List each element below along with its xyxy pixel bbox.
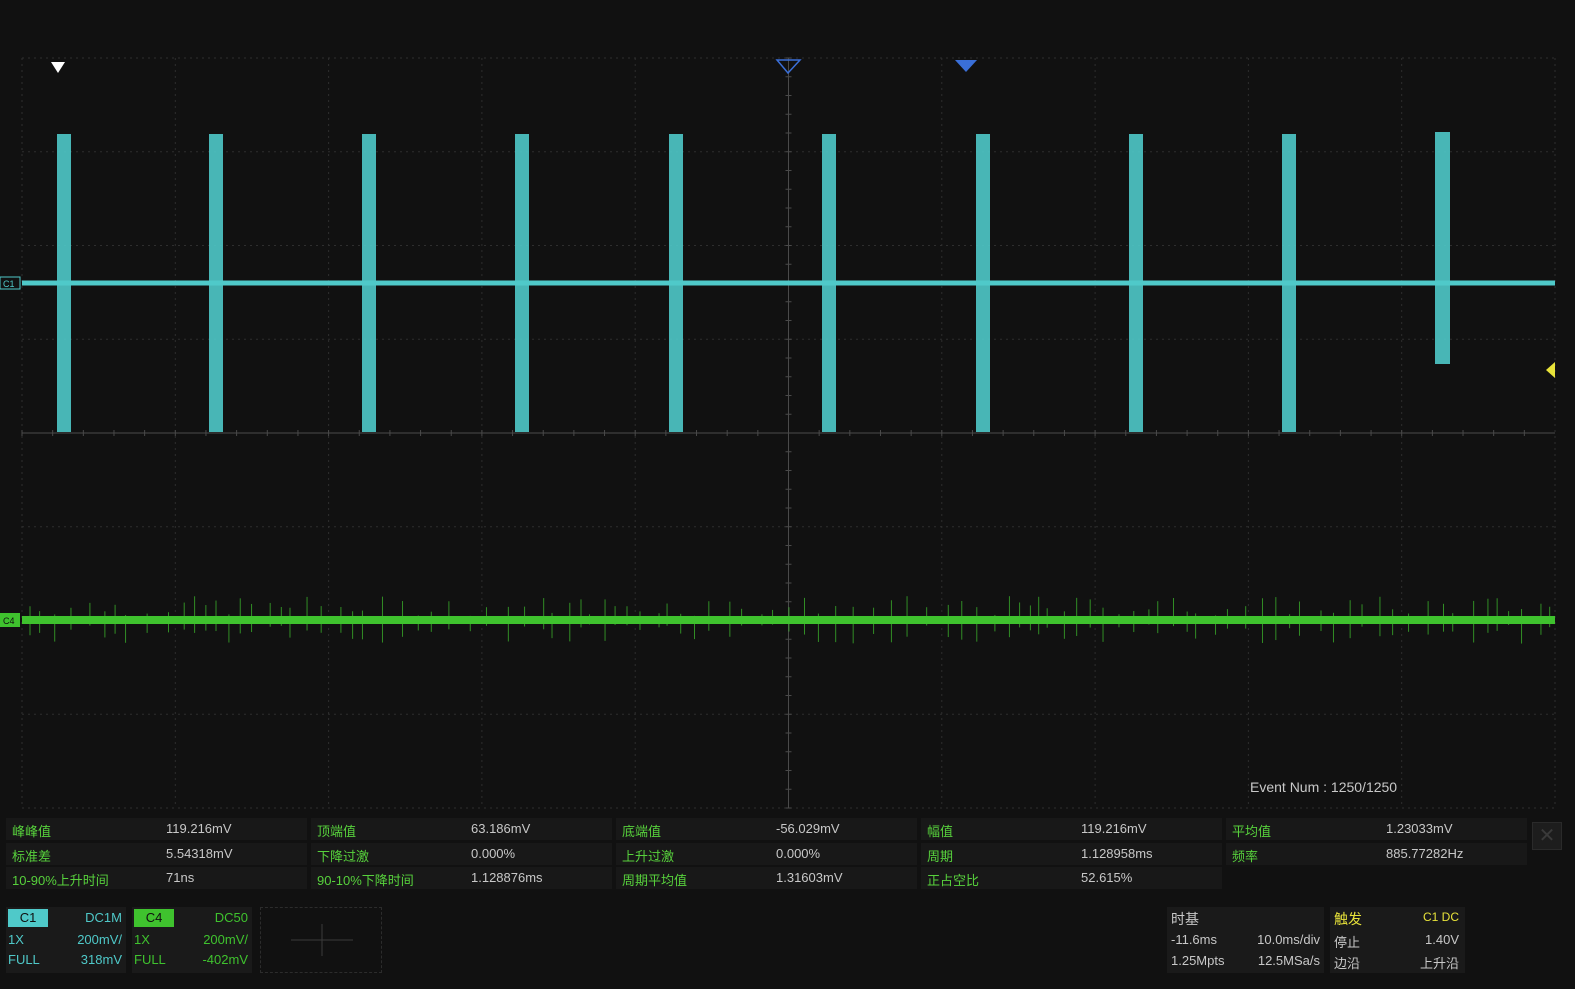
measurement-cell: 周期平均值 1.31603mV bbox=[616, 867, 917, 889]
measurement-label: 标准差 bbox=[12, 848, 52, 864]
measurement-value: 1.128876ms bbox=[471, 870, 543, 885]
trigger-level-marker-icon bbox=[1546, 362, 1555, 378]
measurement-cell: 10-90%上升时间 71ns bbox=[6, 867, 307, 889]
measurement-label: 顶端值 bbox=[317, 824, 357, 839]
timebase-title: 时基 bbox=[1171, 911, 1199, 927]
measurement-cell: 周期 1.128958ms bbox=[921, 842, 1222, 865]
timebase-delay: -11.6ms bbox=[1171, 932, 1217, 947]
measurement-label: 90-10%下降时间 bbox=[317, 873, 414, 888]
measurement-value: 0.000% bbox=[471, 845, 516, 861]
measurement-label: 峰峰值 bbox=[12, 824, 52, 839]
channel-c1-bandwidth: FULL bbox=[8, 952, 40, 967]
measurement-value: 0.000% bbox=[776, 845, 821, 861]
channel-c4-probe: 1X bbox=[134, 932, 150, 947]
measurement-cell: 标准差 5.54318mV bbox=[6, 842, 307, 865]
measurement-value: 1.31603mV bbox=[776, 870, 843, 885]
measurement-cell: 90-10%下降时间 1.128876ms bbox=[311, 867, 612, 889]
channel-c1-pulse bbox=[1282, 134, 1296, 432]
channel-c4-coupling: DC50 bbox=[214, 910, 248, 925]
measurement-label: 上升过激 bbox=[622, 848, 675, 864]
measurement-cell: 底端值 -56.029mV bbox=[616, 818, 917, 840]
channel-c1-pulse bbox=[57, 134, 71, 432]
measurement-value: 885.77282Hz bbox=[1386, 845, 1464, 861]
add-channel-button[interactable] bbox=[260, 907, 382, 973]
measurement-panel: 峰峰值 119.216mV 顶端值 63.186mV 底端值 -56.029mV 幅值 119… bbox=[6, 818, 1527, 896]
timebase-memory: 1.25Mpts bbox=[1171, 953, 1225, 968]
measurement-value: -56.029mV bbox=[776, 821, 840, 836]
channel-c1-pulse bbox=[1435, 132, 1450, 364]
trigger-position-marker-icon bbox=[51, 62, 65, 73]
measurement-label: 下降过激 bbox=[317, 848, 370, 864]
trigger-state: 停止 bbox=[1334, 935, 1361, 950]
time-center-marker-icon bbox=[775, 59, 802, 75]
channel-c4-tag: C4 bbox=[134, 909, 174, 927]
measurement-value: 5.54318mV bbox=[166, 845, 233, 861]
channel-c4-marker-label: C4 bbox=[3, 616, 15, 626]
channel-c1-pulse bbox=[515, 134, 529, 432]
measurement-cell: 幅值 119.216mV bbox=[921, 818, 1222, 840]
measurement-value: 1.23033mV bbox=[1386, 821, 1453, 836]
channel-c1-pulse bbox=[822, 134, 836, 432]
measurement-label: 频率 bbox=[1232, 848, 1259, 864]
measurement-label: 10-90%上升时间 bbox=[12, 873, 109, 888]
measurement-value: 1.128958ms bbox=[1081, 845, 1153, 861]
measurement-cell: 平均值 1.23033mV bbox=[1226, 818, 1527, 840]
channel-c1-offset: 318mV bbox=[80, 952, 122, 967]
channel-c1-pulse bbox=[209, 134, 223, 432]
channel-c1-pulse bbox=[362, 134, 376, 432]
measurement-label: 正占空比 bbox=[927, 873, 980, 888]
close-measurements-button[interactable]: ✕ bbox=[1532, 822, 1562, 850]
channel-c1-probe: 1X bbox=[8, 932, 24, 947]
measurement-value: 119.216mV bbox=[1081, 821, 1147, 836]
trigger-level: 1.40V bbox=[1425, 932, 1459, 947]
trigger-source: C1 DC bbox=[1422, 910, 1459, 924]
plus-icon bbox=[291, 924, 353, 956]
measurement-cell: 上升过激 0.000% bbox=[616, 842, 917, 865]
channel-c1-pulse bbox=[669, 134, 683, 432]
channel-c4-scale: 200mV/ bbox=[203, 932, 248, 947]
measurement-label: 周期 bbox=[927, 848, 954, 864]
measurement-cell: 顶端值 63.186mV bbox=[311, 818, 612, 840]
trigger-title: 触发 bbox=[1334, 911, 1362, 927]
trigger-type: 边沿 bbox=[1334, 956, 1361, 971]
measurement-cell: 峰峰值 119.216mV bbox=[6, 818, 307, 840]
measurement-value: 63.186mV bbox=[471, 821, 531, 836]
channel-c1-marker-label: C1 bbox=[3, 279, 15, 289]
channel-c4-box[interactable]: C4 DC50 1X 200mV/ FULL -402mV bbox=[132, 907, 252, 973]
event-number: Event Num : 1250/1250 bbox=[1250, 779, 1398, 795]
channel-c1-box[interactable]: C1 DC1M 1X 200mV/ FULL 318mV bbox=[6, 907, 126, 973]
measurement-label: 周期平均值 bbox=[622, 873, 688, 888]
measurement-cell: 频率 885.77282Hz bbox=[1226, 842, 1527, 865]
measurement-label: 底端值 bbox=[622, 824, 662, 839]
waveform-display: C1 C4 bbox=[0, 57, 1556, 809]
channel-c1-pulse bbox=[1129, 134, 1143, 432]
measurement-label: 平均值 bbox=[1232, 824, 1272, 839]
measurement-cell: 下降过激 0.000% bbox=[311, 842, 612, 865]
measurement-value: 119.216mV bbox=[166, 821, 232, 836]
timebase-box[interactable]: 时基 -11.6ms 10.0ms/div 1.25Mpts 12.5MSa/s bbox=[1167, 907, 1324, 973]
measurement-value: 71ns bbox=[166, 870, 195, 885]
channel-c1-tag: C1 bbox=[8, 909, 48, 927]
channel-c4-offset: -402mV bbox=[202, 952, 248, 967]
measurement-value: 52.615% bbox=[1081, 870, 1133, 885]
trigger-slope: 上升沿 bbox=[1419, 956, 1459, 971]
channel-c1-marker bbox=[0, 276, 21, 290]
timebase-sample-rate: 12.5MSa/s bbox=[1257, 953, 1320, 968]
channel-c4-bandwidth: FULL bbox=[134, 952, 166, 967]
timebase-scale: 10.0ms/div bbox=[1257, 932, 1320, 947]
channel-c1-scale: 200mV/ bbox=[77, 932, 122, 947]
channel-c4-marker bbox=[0, 613, 20, 627]
time-delay-marker-icon bbox=[955, 60, 977, 72]
trigger-box[interactable]: 触发 C1 DC 停止 1.40V 边沿 上升沿 bbox=[1330, 907, 1465, 973]
measurement-cell: 正占空比 52.615% bbox=[921, 867, 1222, 889]
measurement-label: 幅值 bbox=[927, 824, 954, 839]
channel-c1-coupling: DC1M bbox=[85, 910, 122, 925]
channel-c1-pulse bbox=[976, 134, 990, 432]
